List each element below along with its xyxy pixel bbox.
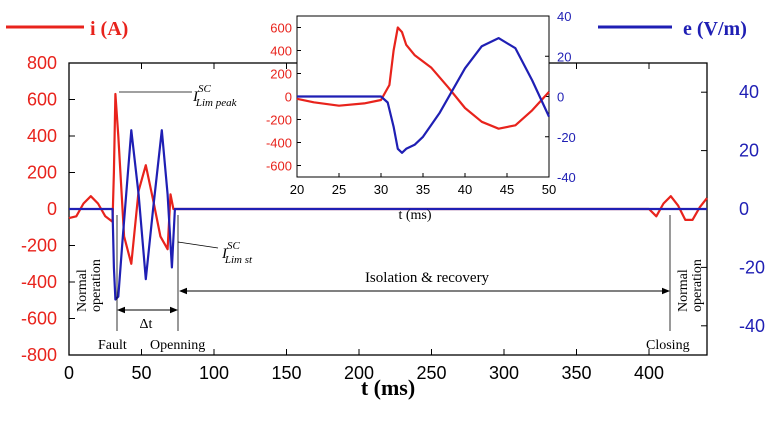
inset-x-tick-label: 40 xyxy=(458,182,472,197)
inset-y-right-tick-label: 0 xyxy=(557,90,564,105)
series-field-line xyxy=(69,129,707,301)
x-tick-label: 50 xyxy=(131,363,151,383)
legend-current: i (A) xyxy=(6,18,128,40)
inset-y-left-tick-label: 200 xyxy=(270,67,292,82)
inset-x-tick-label: 25 xyxy=(332,182,346,197)
inset-y-right-tick-label: -20 xyxy=(557,130,576,145)
main-series xyxy=(68,92,708,301)
x-tick-label: 400 xyxy=(634,363,664,383)
inset-x-tick-label: 30 xyxy=(374,182,388,197)
annotations: ISC Lim peak ISC Lim st Normaloperation No… xyxy=(75,83,705,353)
inset-y-left-tick-label: 0 xyxy=(285,90,292,105)
y-left-tick-label: -200 xyxy=(21,236,57,256)
y-left-tick-label: 400 xyxy=(27,126,57,146)
inset-y-left-tick-label: 600 xyxy=(270,21,292,36)
inset-series-field-line xyxy=(297,37,550,154)
x-tick-label: 350 xyxy=(561,363,591,383)
legend-field: e (V/m) xyxy=(598,18,747,40)
legend-current-label: i (A) xyxy=(90,18,128,40)
y-left-tick-label: -400 xyxy=(21,272,57,292)
fault-label: Fault xyxy=(98,338,127,353)
inset-x-tick-label: 45 xyxy=(500,182,514,197)
y-left-tick-label: 800 xyxy=(27,53,57,73)
inset-y-right-tick-label: 40 xyxy=(557,9,571,24)
x-tick-label: 300 xyxy=(489,363,519,383)
isolation-label: Isolation & recovery xyxy=(365,270,490,286)
main-ticks: 0 50 100 150 200 250 300 350 4008006004002000-20… xyxy=(21,53,765,383)
y-right-tick-label: -40 xyxy=(739,316,765,336)
inset-series xyxy=(296,26,550,154)
x-tick-label: 0 xyxy=(64,363,74,383)
main-plot: 0 50 100 150 200 250 300 350 4008006004002000-20… xyxy=(21,53,765,400)
inset-series-current-line xyxy=(296,26,550,130)
y-right-tick-label: -20 xyxy=(739,257,765,277)
inset-y-left-tick-label: -400 xyxy=(266,136,292,151)
x-axis-label: t (ms) xyxy=(361,375,415,400)
x-tick-label: 200 xyxy=(344,363,374,383)
inset-x-tick-label: 20 xyxy=(290,182,304,197)
inset-ticks: 20 25 30 35 40 45 506004002000-200-400-6004020… xyxy=(266,9,576,197)
y-right-tick-label: 0 xyxy=(739,199,749,219)
closing-label: Closing xyxy=(646,338,690,353)
y-right-tick-label: 20 xyxy=(739,141,759,161)
opening-label: Openning xyxy=(150,338,205,353)
y-right-tick-label: 40 xyxy=(739,82,759,102)
inset-plot: 20 25 30 35 40 45 506004002000-200-400-6004020… xyxy=(266,9,576,223)
x-tick-label: 150 xyxy=(271,363,301,383)
normal-operation-right: Normaloperation xyxy=(676,259,705,312)
inset-y-left-tick-label: 400 xyxy=(270,44,292,59)
y-left-tick-label: 0 xyxy=(47,199,57,219)
inset-y-left-tick-label: -600 xyxy=(266,159,292,174)
y-left-tick-label: 200 xyxy=(27,163,57,183)
y-left-tick-label: 600 xyxy=(27,90,57,110)
inset-x-tick-label: 50 xyxy=(542,182,556,197)
y-left-tick-label: -800 xyxy=(21,345,57,365)
normal-operation-left: Normaloperation xyxy=(75,259,104,312)
i-st-label: ISC Lim st xyxy=(221,240,253,266)
i-peak-label: ISC Lim peak xyxy=(192,83,238,109)
x-tick-label: 250 xyxy=(416,363,446,383)
inset-x-tick-label: 35 xyxy=(416,182,430,197)
series-current-line xyxy=(68,92,708,265)
inset-x-axis-label: t (ms) xyxy=(398,208,431,223)
legend-field-label: e (V/m) xyxy=(683,18,747,40)
i-st-leader xyxy=(177,241,219,249)
inset-y-left-tick-label: -200 xyxy=(266,113,292,128)
inset-y-right-tick-label: -40 xyxy=(557,170,576,185)
inset-y-right-tick-label: 20 xyxy=(557,49,571,64)
delta-t-label: Δt xyxy=(140,317,153,332)
x-tick-label: 100 xyxy=(199,363,229,383)
y-left-tick-label: -600 xyxy=(21,309,57,329)
